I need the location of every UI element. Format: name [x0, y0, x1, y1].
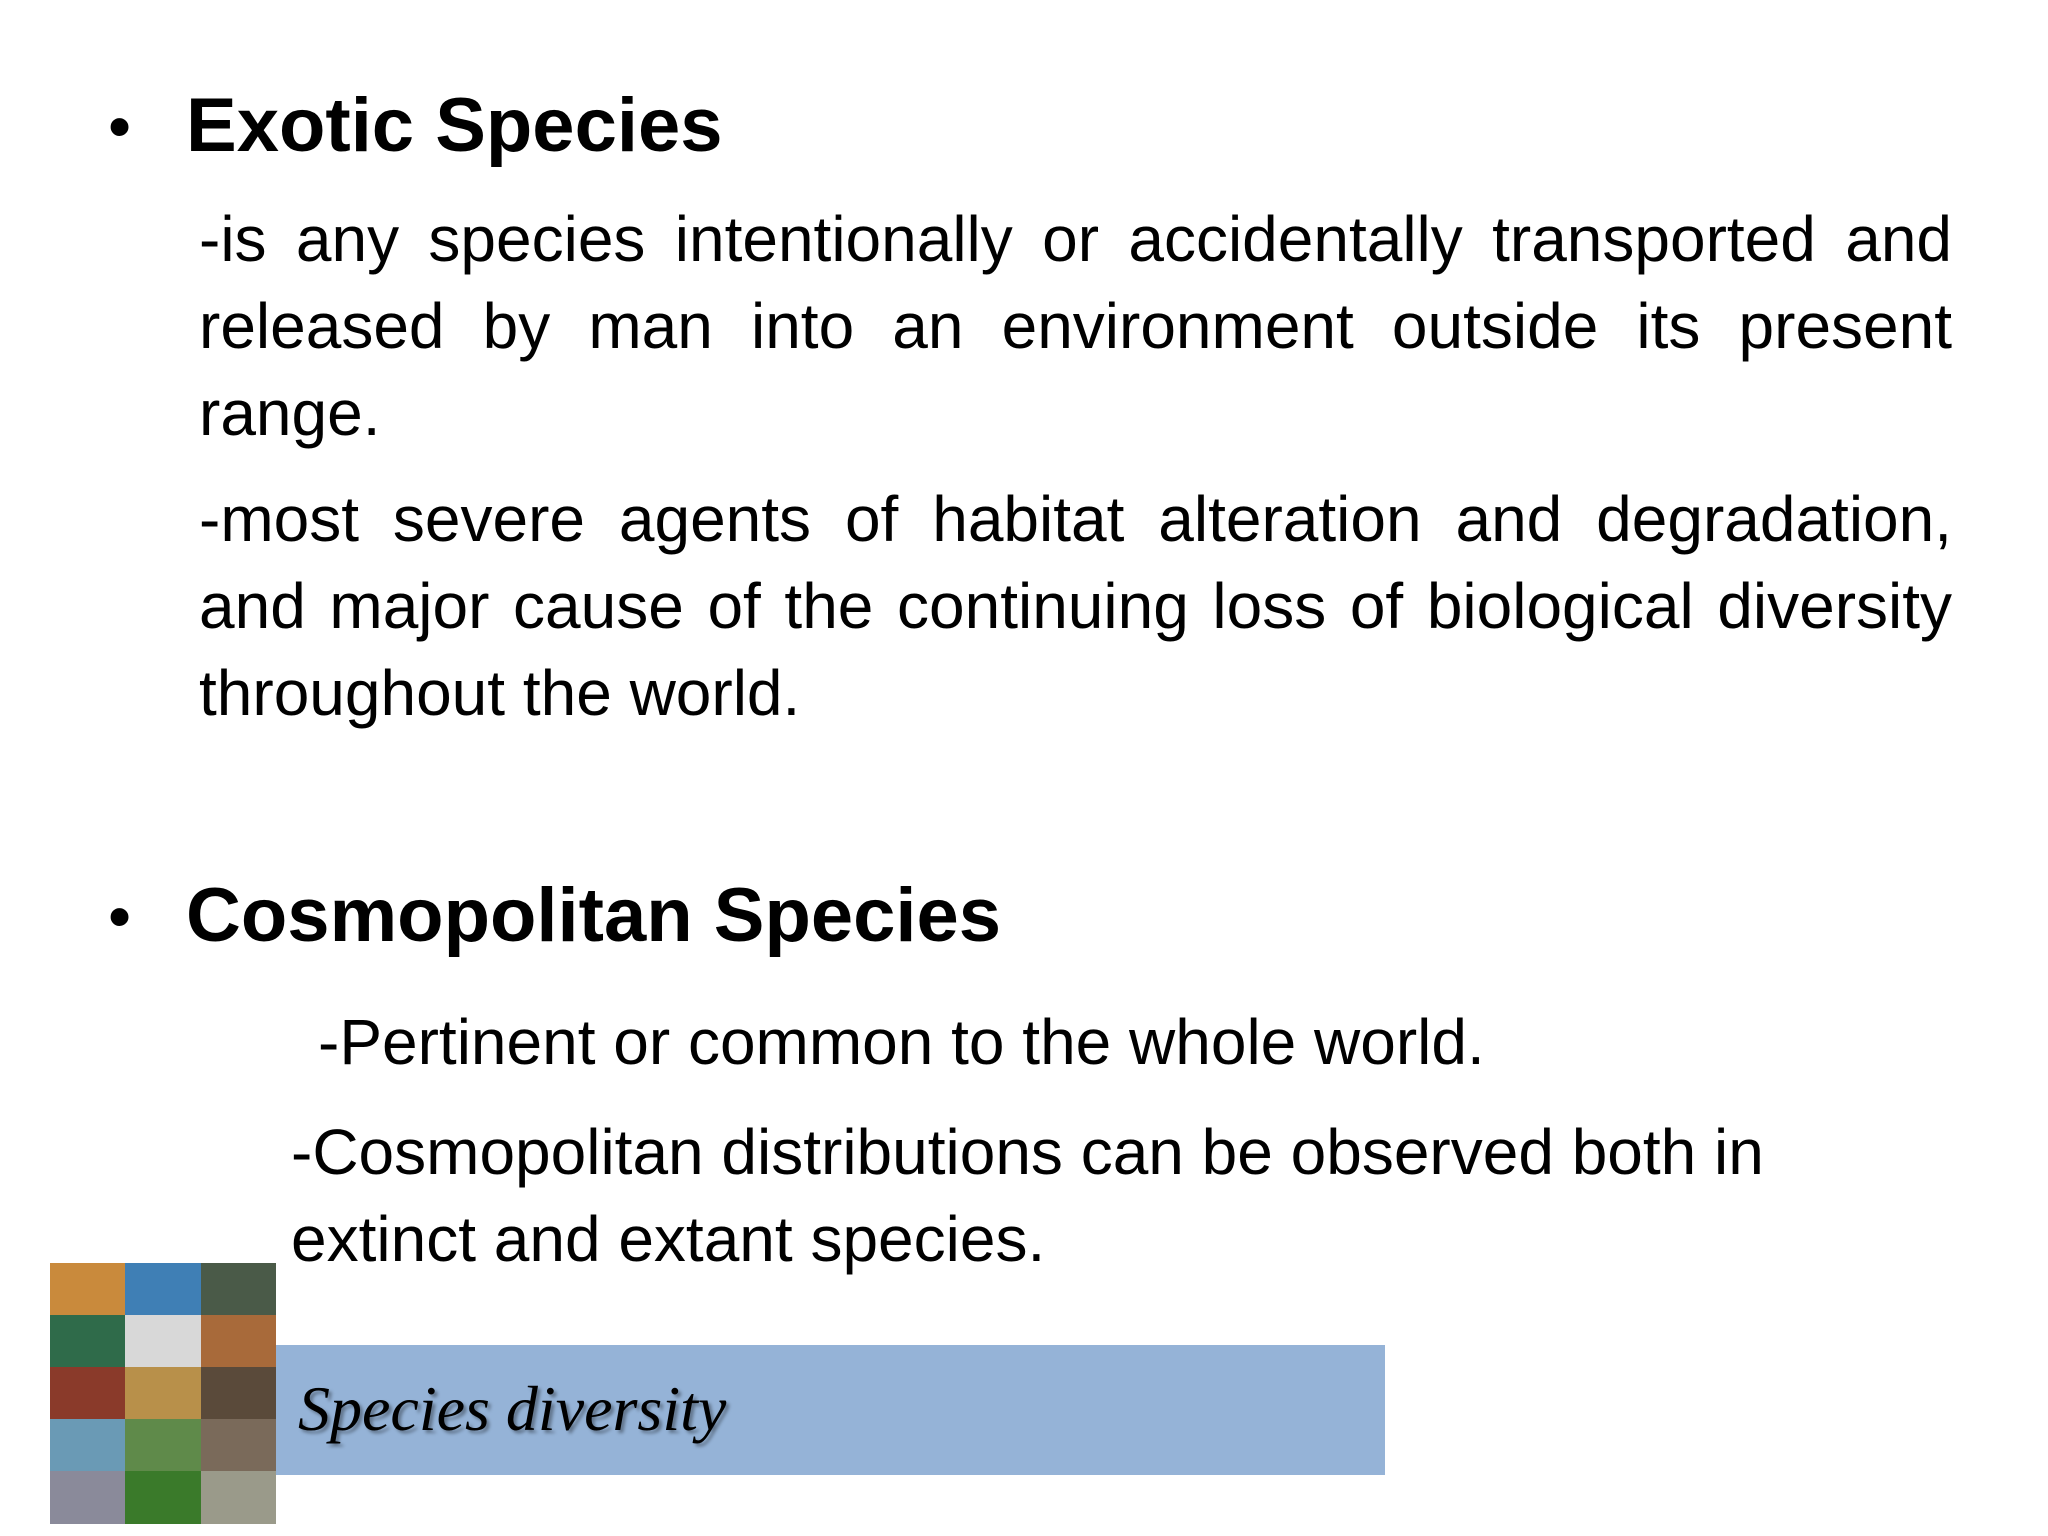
- collage-tile: [50, 1419, 125, 1471]
- collage-tile: [125, 1315, 201, 1367]
- section-heading: Cosmopolitan Species: [186, 873, 1002, 958]
- collage-tile: [125, 1367, 201, 1419]
- collage-tile: [50, 1367, 125, 1419]
- collage-tile: [50, 1315, 125, 1367]
- collage-tile: [201, 1263, 276, 1315]
- section-heading: Exotic Species: [186, 83, 723, 168]
- collage-tile: [201, 1471, 276, 1524]
- collage-tile: [201, 1367, 276, 1419]
- bullet: •: [108, 879, 132, 953]
- collage-tile: [50, 1471, 125, 1524]
- collage-tile: [201, 1315, 276, 1367]
- paragraph: -Cosmopolitan distributions can be obser…: [291, 1116, 1764, 1275]
- collage-tile: [125, 1471, 201, 1524]
- collage-tile: [50, 1263, 125, 1315]
- bullet: •: [108, 89, 132, 163]
- paragraph: -most severe agents of habitat alteratio…: [199, 483, 1952, 729]
- collage-tile: [125, 1419, 201, 1471]
- paragraph: -is any species intentionally or acciden…: [199, 203, 1952, 449]
- species-collage: [50, 1263, 276, 1524]
- collage-tile: [125, 1263, 201, 1315]
- banner: [276, 1345, 1385, 1475]
- paragraph: -Pertinent or common to the whole world.: [318, 1006, 1485, 1078]
- banner-text: Species diversity: [298, 1373, 727, 1444]
- collage-tile: [201, 1419, 276, 1471]
